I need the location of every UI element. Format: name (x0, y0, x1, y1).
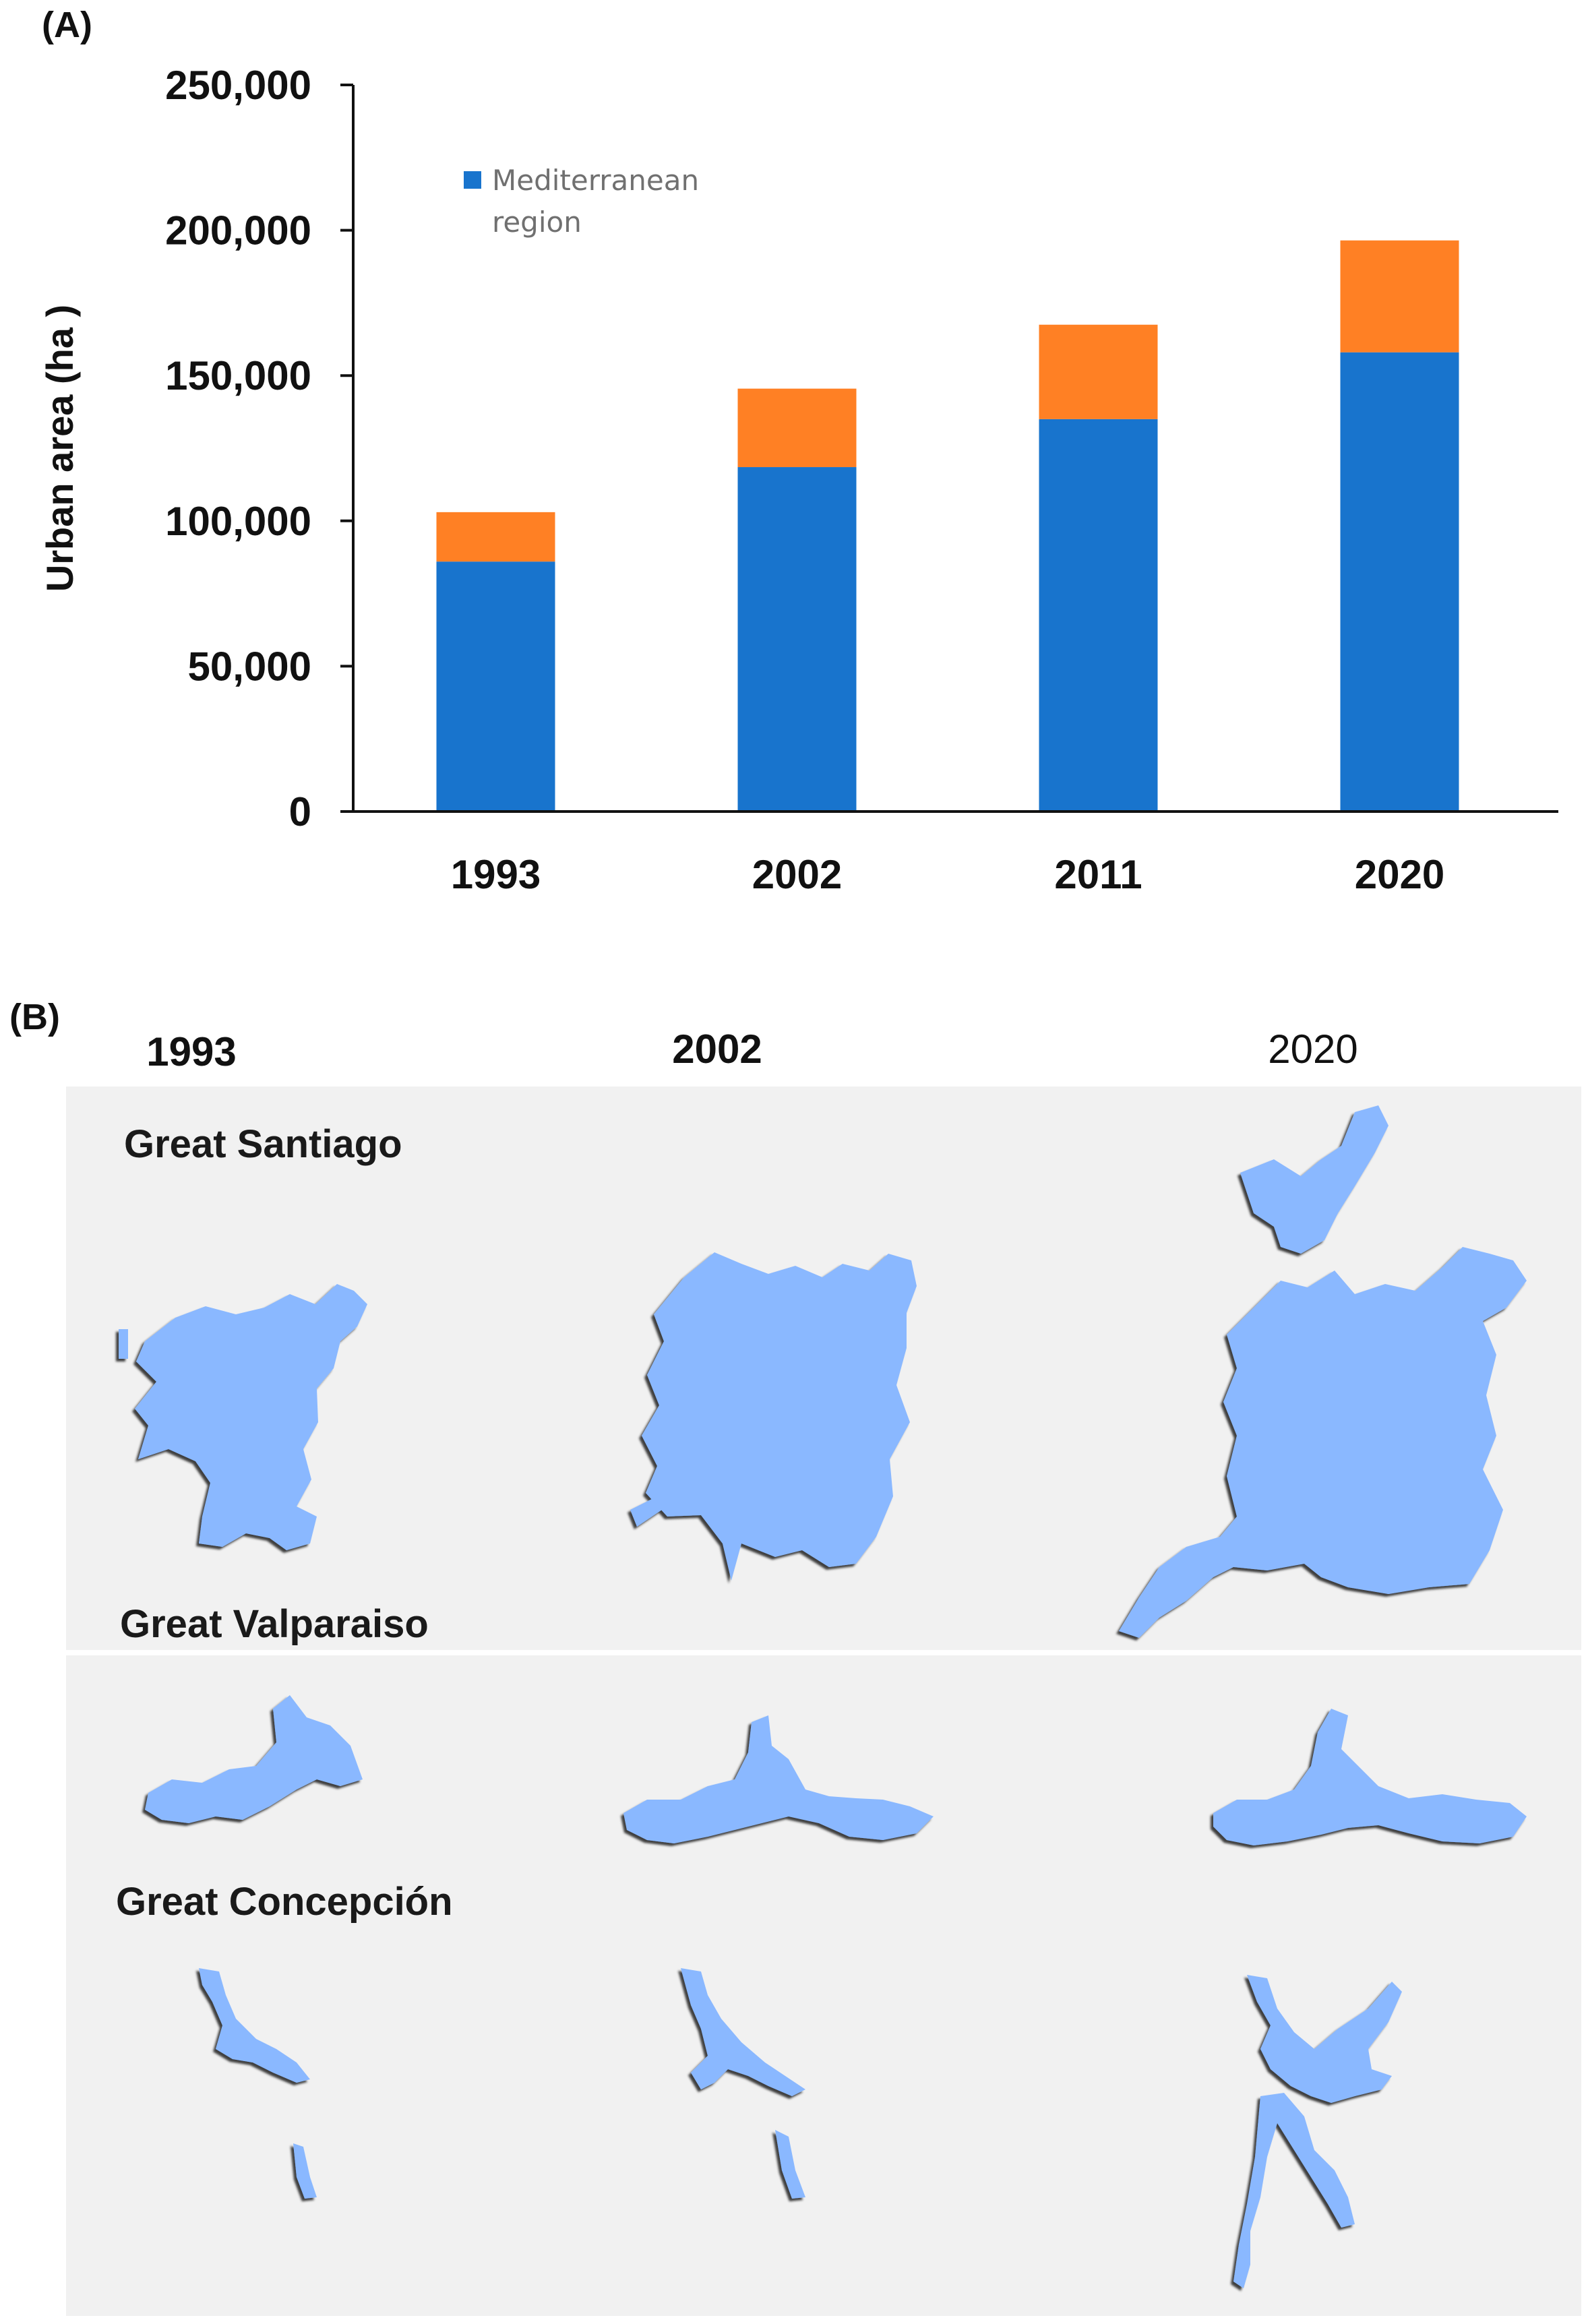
concepcion-1993-south (293, 2143, 317, 2199)
valparaiso-2002-footprint (623, 1715, 934, 1843)
map-year-2002: 2002 (672, 1027, 762, 1072)
city-label-santiago: Great Santiago (124, 1122, 402, 1166)
valparaiso-2020-footprint (1213, 1709, 1527, 1845)
city-label-concepcion: Great Concepción (116, 1880, 453, 1924)
bar-2020-series-1 (1340, 240, 1459, 353)
legend-swatch-mediterranean (464, 171, 481, 189)
valparaiso-1993-footprint (145, 1695, 363, 1823)
bar-1993-series-1 (436, 512, 555, 562)
legend-label-line2: region (492, 206, 582, 239)
x-tick-label-2002: 2002 (752, 852, 842, 897)
panel-b-label: (B) (9, 997, 60, 1037)
y-tick-label-4: 200,000 (165, 208, 311, 253)
city-label-valparaiso: Great Valparaiso (120, 1602, 429, 1646)
santiago-1993-fragment (119, 1329, 128, 1359)
map-year-2020: 2020 (1268, 1027, 1358, 1072)
bar-1993-series-0 (436, 561, 555, 812)
y-tick-label-0: 0 (289, 789, 311, 834)
panel-a-label: (A) (42, 5, 92, 45)
santiago-2002-footprint (642, 1252, 917, 1581)
y-tick-label-3: 150,000 (165, 353, 311, 398)
santiago-2002-arm (630, 1496, 664, 1527)
x-tick-label-2011: 2011 (1054, 852, 1142, 897)
concepcion-1993-footprint (199, 1968, 310, 2083)
y-tick-label-2: 100,000 (165, 499, 311, 544)
concepcion-2002-south (775, 2130, 805, 2199)
concepcion-2002-footprint (681, 1968, 805, 2096)
concepcion-2020-south-arm (1233, 2093, 1355, 2288)
legend-label-line1: Mediterranean (492, 164, 699, 197)
stacked-bar-chart: 1993 2002 2011 2020 0 50,000 100,000 150,000 200… (38, 63, 1558, 897)
y-axis-title: Urban area (ha ) (38, 305, 81, 592)
bar-2020-series-0 (1340, 352, 1459, 812)
legend: Mediterranean region (464, 164, 699, 239)
santiago-2020-north-lobe (1240, 1105, 1388, 1254)
y-tick-label-1: 50,000 (187, 644, 311, 689)
bar-2002-series-1 (737, 388, 857, 468)
bar-2002-series-0 (737, 467, 857, 812)
santiago-1993-footprint (135, 1284, 367, 1550)
map-year-1993: 1993 (146, 1029, 237, 1074)
x-tick-label-2020: 2020 (1355, 852, 1444, 897)
y-tick-label-5: 250,000 (165, 63, 311, 108)
santiago-2020-footprint (1119, 1247, 1527, 1638)
bar-2011-series-0 (1039, 419, 1158, 812)
x-tick-label-1993: 1993 (451, 852, 541, 897)
bar-2011-series-1 (1039, 324, 1158, 419)
concepcion-2020-footprint (1247, 1975, 1402, 2103)
